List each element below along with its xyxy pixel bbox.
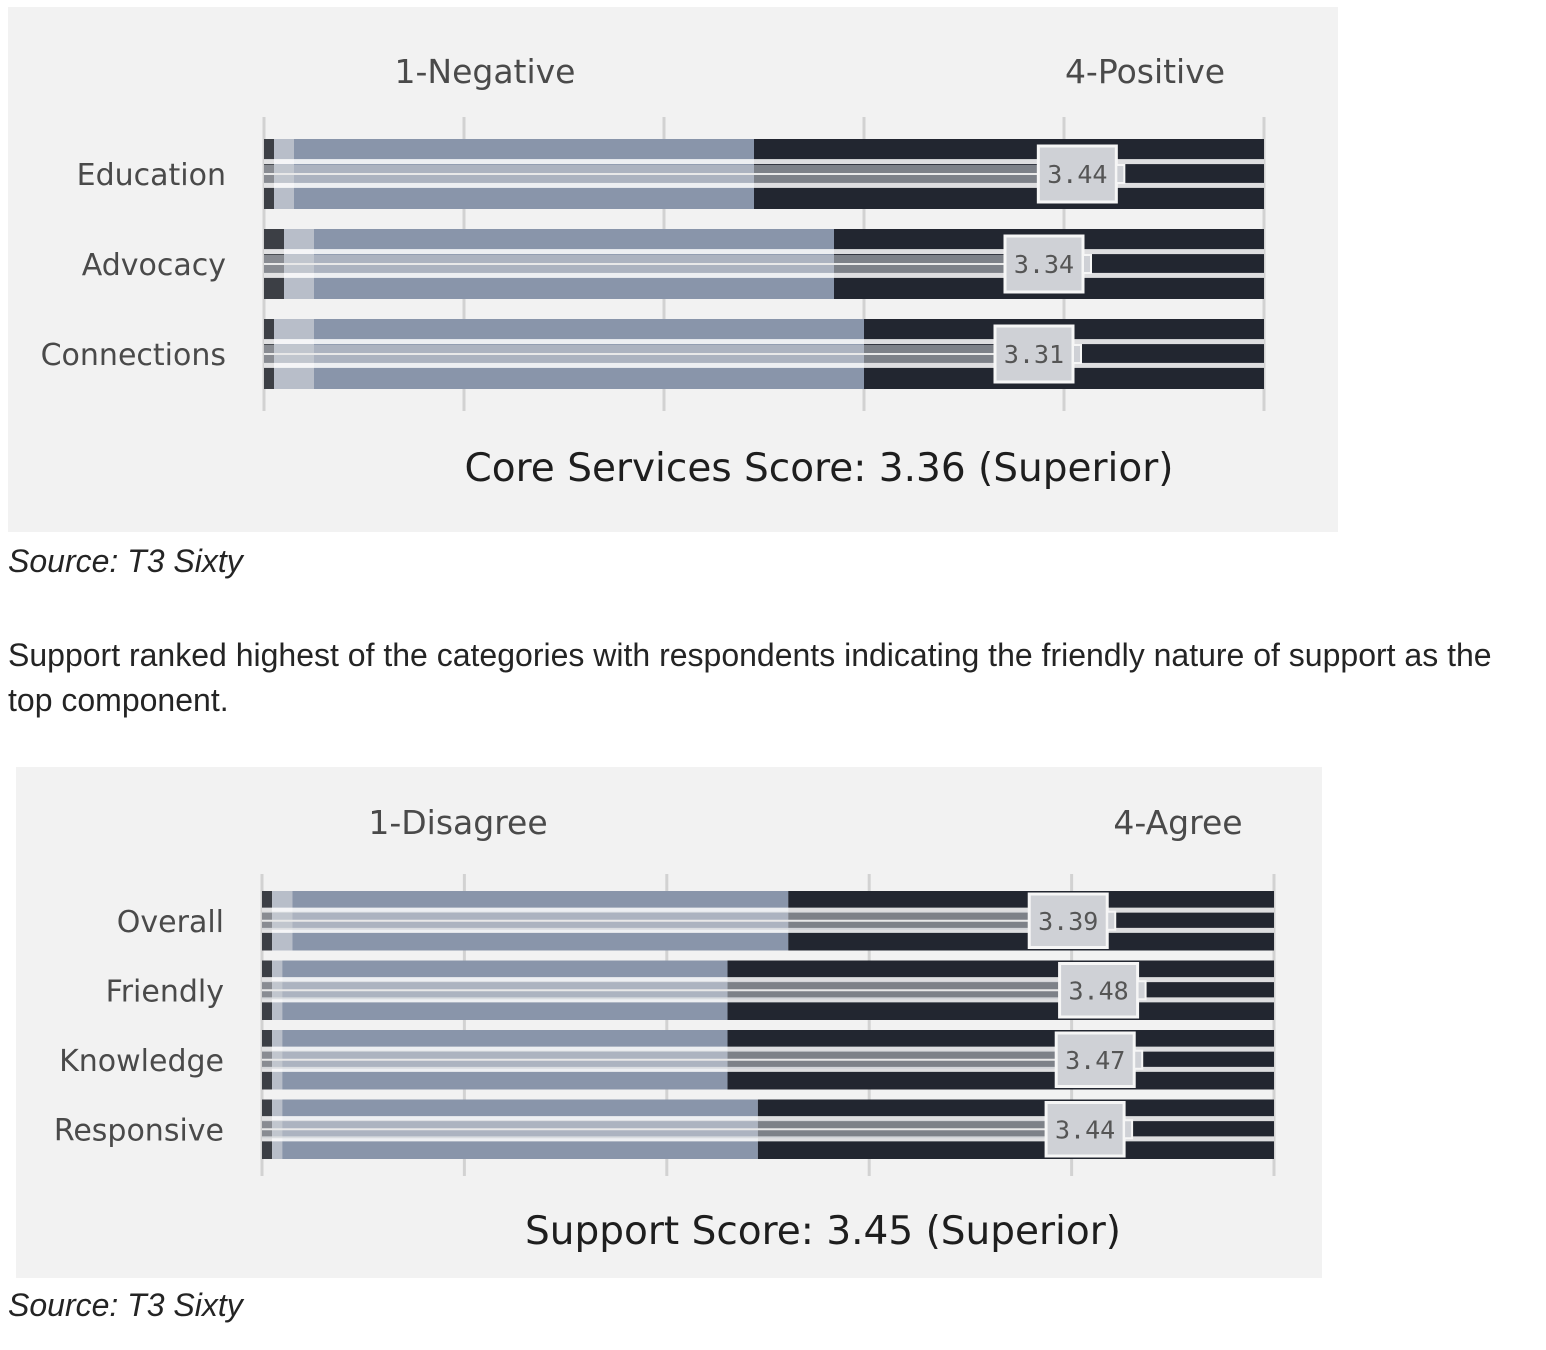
support-chart-svg: 1-Disagree 4-Agree 3.39 Overall 3.48 Friendly… (54, 803, 1276, 1254)
mean-value-label: 3.34 (1014, 250, 1074, 279)
bar-stripe (262, 977, 1274, 983)
category-label: Education (77, 158, 226, 193)
mean-value-tab (1115, 164, 1126, 184)
support-chart: 1-Disagree 4-Agree 3.39 Overall 3.48 Friendly… (16, 767, 1322, 1278)
category-label: Connections (41, 338, 226, 373)
core-services-chart-svg: 1-Negative 4-Positive 3.44 Education 3.34 Adv… (41, 52, 1266, 491)
scale-high-label: 4-Positive (1065, 52, 1225, 91)
score-label: Support Score: 3.45 (Superior) (525, 1209, 1121, 1254)
mean-value-tab (1082, 254, 1092, 274)
core-services-chart: 1-Negative 4-Positive 3.44 Education 3.34 Adv… (8, 7, 1338, 532)
bar-stripe (264, 272, 1264, 278)
mean-value-label: 3.44 (1047, 160, 1107, 189)
mean-value-label: 3.48 (1068, 976, 1128, 1005)
bar-stripe (262, 1066, 1274, 1072)
bar-stripe (264, 339, 1264, 345)
category-label: Friendly (106, 974, 224, 1009)
scale-low-label: 1-Negative (394, 52, 575, 91)
bar-stripe (264, 159, 1264, 165)
mean-value-label: 3.39 (1038, 907, 1098, 936)
category-label: Knowledge (59, 1044, 224, 1079)
mean-value-label: 3.47 (1065, 1046, 1125, 1075)
category-label: Overall (117, 905, 224, 940)
bar-stripe (264, 182, 1264, 188)
scale-high-label: 4-Agree (1113, 803, 1242, 842)
bar-stripe (262, 1116, 1274, 1122)
mean-value-box (1027, 892, 1109, 949)
mean-value-box (993, 324, 1075, 384)
chart-source-caption: Source: T3 Sixty (8, 1287, 243, 1323)
body-paragraph: Support ranked highest of the categories… (8, 637, 1492, 718)
bar-stripe (264, 249, 1264, 255)
category-label: Responsive (54, 1113, 224, 1148)
category-label: Advocacy (82, 248, 226, 283)
mean-value-tab (1133, 1049, 1144, 1070)
mean-value-tab (1123, 1119, 1134, 1140)
bar-stripe (262, 907, 1274, 913)
scale-low-label: 1-Disagree (368, 803, 547, 842)
mean-value-box (1054, 1031, 1136, 1088)
mean-value-label: 3.44 (1055, 1115, 1115, 1144)
bar-stripe (262, 1046, 1274, 1052)
mean-value-label: 3.31 (1004, 340, 1064, 369)
mean-value-tab (1072, 344, 1082, 364)
mean-value-box (1003, 234, 1085, 294)
bar-stripe (262, 927, 1274, 933)
bar-stripe (264, 362, 1264, 368)
mean-value-tab (1136, 980, 1147, 1001)
bar-stripe (262, 997, 1274, 1003)
mean-value-box (1036, 144, 1118, 204)
mean-value-tab (1106, 910, 1117, 931)
score-label: Core Services Score: 3.36 (Superior) (465, 446, 1174, 491)
bar-stripe (262, 1136, 1274, 1142)
chart-source-caption: Source: T3 Sixty (8, 543, 243, 579)
